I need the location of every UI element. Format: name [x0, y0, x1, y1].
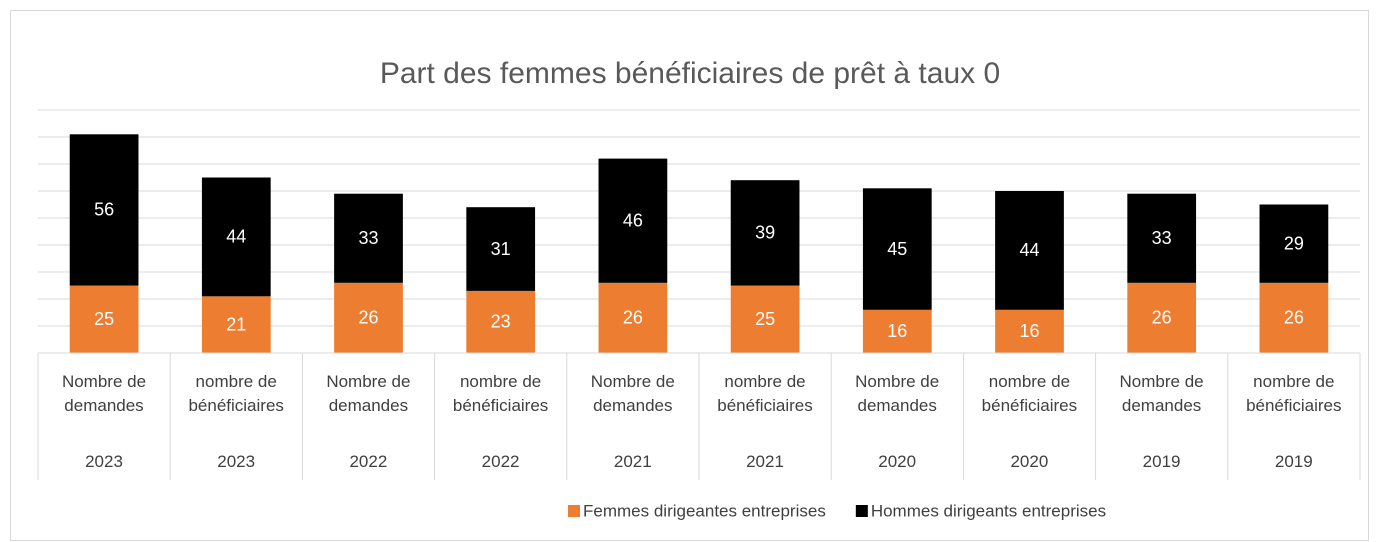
bar-segment — [334, 193, 403, 283]
x-group-label: 2022 — [349, 452, 388, 471]
bar-segment — [598, 282, 668, 353]
data-label: 23 — [491, 312, 511, 332]
x-tick-label: Nombre de demandes — [61, 372, 147, 415]
bar-segment — [1259, 282, 1329, 353]
x-tick-label: Nombre de demandes — [326, 372, 411, 415]
data-label: 26 — [358, 308, 378, 328]
data-label: 45 — [887, 239, 907, 259]
x-group-label: 2020 — [878, 452, 917, 471]
bar-segment — [862, 188, 932, 310]
data-label: 25 — [94, 309, 114, 329]
x-group-label: 2021 — [613, 452, 652, 471]
bar-segment — [466, 207, 536, 291]
x-group-label: 2021 — [746, 452, 784, 471]
x-group-label: 2019 — [1274, 452, 1313, 471]
chart-border — [10, 10, 1369, 541]
x-tick-label: nombre de bénéficiaires — [188, 372, 284, 415]
x-tick-label: Nombre de demandes — [1119, 372, 1204, 415]
data-label: 39 — [755, 223, 775, 243]
legend-label: Hommes dirigeants entreprises — [871, 501, 1106, 520]
data-label: 21 — [226, 314, 246, 334]
bar-segment — [598, 158, 668, 283]
data-label: 33 — [358, 228, 378, 248]
legend-swatch — [855, 505, 868, 517]
x-group-label: 2019 — [1142, 452, 1181, 471]
x-tick-label: Nombre de demandes — [590, 372, 675, 415]
x-tick-label: Nombre de demandes — [855, 372, 940, 415]
bar-segment — [69, 285, 139, 353]
data-label: 44 — [1019, 240, 1039, 260]
chart-title: Part des femmes bénéficiaires de prêt à … — [380, 57, 1000, 90]
x-tick-label: nombre de bénéficiaires — [452, 372, 549, 415]
data-label: 16 — [887, 321, 907, 341]
bar-segment — [334, 282, 403, 353]
data-label: 16 — [1019, 321, 1039, 341]
bar-segment — [466, 290, 536, 353]
x-group-label: 2023 — [217, 452, 256, 471]
bar-segment — [995, 309, 1064, 353]
bar-segment — [730, 180, 800, 286]
bar-segment — [201, 296, 271, 353]
data-label: 33 — [1152, 228, 1172, 248]
data-label: 31 — [491, 239, 511, 259]
data-label: 56 — [94, 200, 114, 220]
bar-segment — [201, 177, 271, 297]
data-label: 29 — [1284, 233, 1304, 253]
data-label: 25 — [755, 309, 775, 329]
x-tick-label: nombre de bénéficiaires — [1246, 372, 1342, 415]
x-group-label: 2023 — [85, 452, 123, 471]
data-label: 26 — [1284, 308, 1304, 328]
legend-label: Femmes dirigeantes entreprises — [583, 501, 826, 520]
x-group-label: 2020 — [1010, 452, 1049, 471]
data-label: 44 — [226, 227, 246, 247]
bar-segment — [995, 191, 1064, 310]
bar-segment — [730, 285, 800, 353]
bar-segment — [1259, 204, 1329, 283]
bar-segment — [862, 309, 932, 353]
x-tick-label: nombre de bénéficiaires — [981, 372, 1078, 415]
data-label: 26 — [1152, 308, 1172, 328]
x-tick-label: nombre de bénéficiaires — [717, 372, 813, 415]
bar-segment — [1127, 282, 1197, 353]
legend-swatch — [568, 505, 580, 517]
bar-segment — [1127, 193, 1197, 283]
x-group-label: 2022 — [481, 452, 520, 471]
data-label: 46 — [623, 210, 643, 230]
bar-segment — [69, 134, 139, 286]
data-label: 26 — [623, 308, 643, 328]
